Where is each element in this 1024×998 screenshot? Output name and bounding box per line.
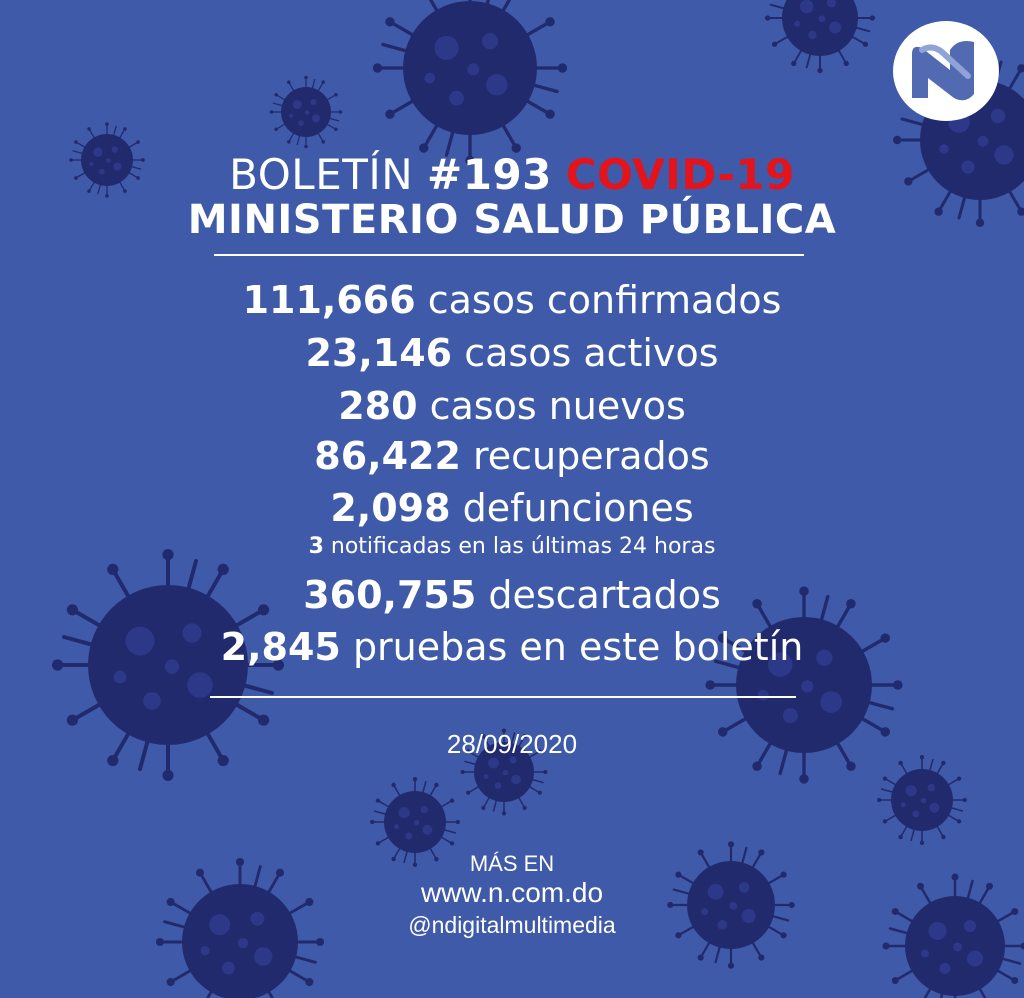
website-link[interactable]: www.n.com.do [420, 877, 604, 908]
stat-label: pruebas en este boletín [352, 625, 804, 669]
stat-label: casos activos [464, 331, 719, 375]
stat-active: 23,146 casos activos [0, 334, 1024, 372]
stat-label: descartados [488, 573, 721, 617]
n-digital-logo-icon [893, 21, 999, 121]
stat-value: 23,146 [305, 331, 453, 375]
stat-label: recuperados [473, 434, 710, 478]
bulletin-title: BOLETÍN #193 COVID-19 [0, 154, 1024, 196]
more-label: MÁS EN [469, 851, 555, 876]
bulletin-label: BOLETÍN [229, 150, 414, 199]
social-handle[interactable]: @ndigitalmultimedia [408, 912, 616, 938]
stat-value: 86,422 [314, 434, 461, 478]
stat-recovered: 86,422 recuperados [0, 437, 1024, 475]
stat-deaths: 2,098 defunciones [0, 489, 1024, 527]
divider-top [214, 254, 804, 256]
stat-new: 280 casos nuevos [0, 387, 1024, 425]
divider-bottom [210, 696, 796, 698]
stat-label: defunciones [462, 486, 694, 530]
deaths-note: 3 notificadas en las últimas 24 horas [0, 536, 1024, 558]
note-label: notificadas en las últimas 24 horas [330, 534, 716, 559]
stat-value: 111,666 [242, 278, 416, 322]
stat-value: 360,755 [303, 573, 477, 617]
stat-tests: 2,845 pruebas en este boletín [0, 628, 1024, 666]
bulletin-date: 28/09/2020 [446, 729, 578, 759]
stat-discarded: 360,755 descartados [0, 576, 1024, 614]
ministry-title: MINISTERIO SALUD PÚBLICA [187, 197, 837, 243]
note-value: 3 [308, 534, 324, 559]
bulletin-number: #193 [427, 150, 552, 199]
covid-label: COVID-19 [565, 150, 795, 199]
stat-value: 2,845 [220, 625, 341, 669]
stat-value: 280 [338, 384, 418, 428]
stat-confirmed: 111,666 casos confirmados [0, 281, 1024, 319]
stat-value: 2,098 [330, 486, 451, 530]
stat-label: casos nuevos [429, 384, 686, 428]
stat-label: casos confirmados [427, 278, 782, 322]
